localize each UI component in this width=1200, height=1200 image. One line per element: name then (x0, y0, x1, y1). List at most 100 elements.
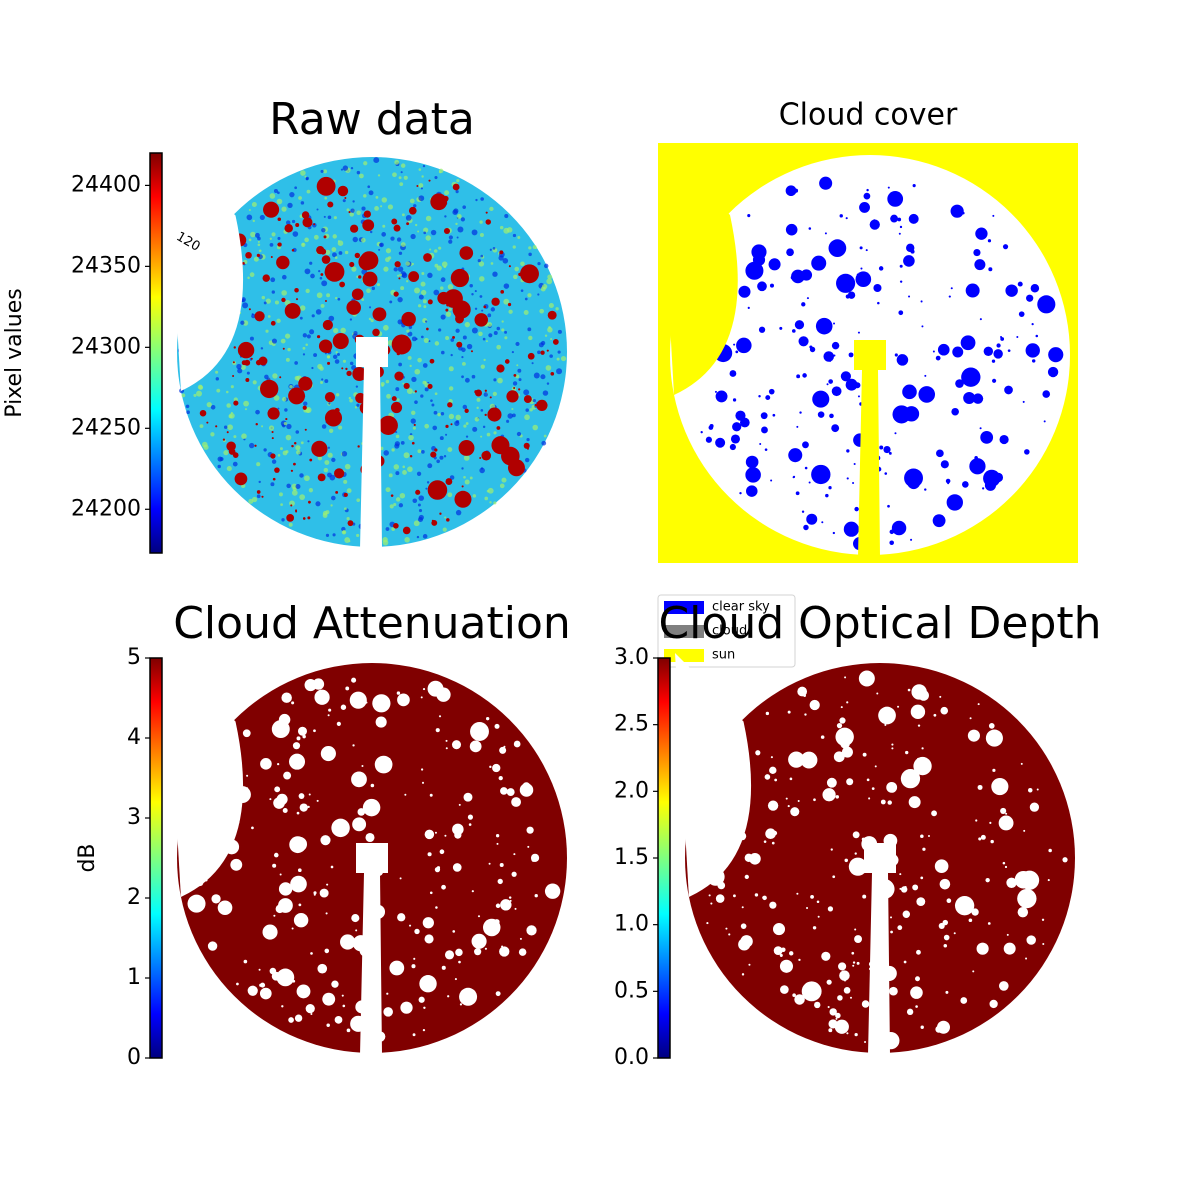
cloud-spot (798, 336, 809, 347)
colorbar-tick-label: 0 (127, 1045, 141, 1070)
cloud-spot (846, 778, 854, 786)
speckle (418, 168, 422, 171)
speckle (295, 430, 300, 434)
cloud-spot (819, 176, 833, 190)
speckle (335, 393, 340, 397)
cloud-spot (409, 455, 413, 458)
speckle (511, 408, 514, 411)
cloud-spot (789, 951, 794, 956)
cloud-spot (487, 407, 502, 422)
cloud-spot (386, 992, 389, 995)
cloud-spot (1002, 244, 1009, 250)
cloud-spot (938, 922, 945, 929)
speckle (265, 329, 269, 333)
speckle (471, 374, 476, 379)
cloud-spot (705, 436, 712, 443)
speckle (450, 338, 455, 342)
cloud-spot (932, 350, 935, 353)
speckle (281, 518, 285, 522)
speckle (199, 424, 204, 429)
cloud-spot (854, 506, 859, 512)
cloud-spot (987, 922, 991, 925)
cloud-spot (349, 691, 367, 709)
cloud-spot (324, 409, 343, 427)
cloud-spot (297, 726, 307, 736)
cloud-spot (1005, 284, 1018, 297)
cloud-spot (419, 975, 437, 993)
cloud-spot (296, 736, 301, 741)
cloud-spot (730, 434, 740, 444)
speckle (385, 527, 390, 531)
cloud-spot (806, 907, 809, 910)
speckle (503, 283, 510, 289)
cloud-spot (999, 434, 1009, 445)
speckle (447, 447, 453, 453)
cloud-spot (747, 214, 751, 218)
speckle (330, 495, 336, 501)
speckle (395, 471, 400, 476)
speckle (349, 318, 353, 321)
speckle (546, 382, 550, 385)
speckle (478, 261, 485, 267)
cloud-spot (372, 328, 380, 337)
cloud-spot (1031, 323, 1034, 326)
cloud-spot (302, 734, 306, 739)
cloud-spot (365, 832, 375, 843)
speckle (356, 210, 361, 215)
cloud-spot (857, 331, 860, 334)
cloud-spot (294, 1014, 303, 1022)
speckle (259, 214, 265, 220)
cloud-spot (378, 415, 398, 435)
cloud-spot (422, 688, 426, 691)
speckle (286, 483, 291, 489)
speckle (462, 205, 466, 209)
cloud-spot (446, 518, 450, 522)
cloud-spot (331, 818, 350, 838)
cloud-spot (226, 431, 229, 434)
speckle (531, 362, 534, 365)
cloud-spot (397, 693, 410, 707)
speckle (383, 450, 389, 456)
cloud-spot (452, 300, 471, 319)
cloud-spot (848, 352, 854, 358)
speckle (229, 413, 235, 419)
cloud-spot (985, 877, 990, 883)
cloud-spot (375, 716, 387, 728)
speckle (354, 406, 358, 409)
speckle (284, 333, 291, 339)
cloud-spot (799, 411, 802, 414)
speckle (294, 361, 298, 365)
cloud-spot (441, 884, 446, 890)
colorbar-tick-label: 0.0 (614, 1045, 649, 1070)
cloud-spot (779, 326, 783, 330)
cloud-spot (346, 1028, 351, 1033)
cloud-spot (947, 482, 950, 485)
speckle (309, 261, 313, 265)
cloud-spot (277, 217, 282, 222)
speckle (448, 239, 453, 244)
speckle (391, 448, 395, 452)
speckle (420, 289, 427, 296)
speckle (525, 408, 529, 412)
cloud-spot (878, 266, 884, 271)
speckle (258, 249, 262, 253)
cloud-spot (839, 717, 846, 724)
cloud-spot (293, 462, 296, 466)
cloud-spot (290, 875, 307, 893)
cloud-spot (445, 478, 453, 485)
speckle (462, 404, 468, 410)
cloud-spot (899, 225, 903, 229)
cloud-spot (500, 787, 508, 795)
speckle (436, 459, 440, 464)
cloud-spot (217, 900, 233, 916)
cloud-spot (800, 269, 813, 281)
legend-swatch (664, 649, 704, 662)
cloud-spot (416, 185, 419, 188)
cloud-spot (506, 788, 515, 797)
cloud-spot (854, 935, 863, 944)
speckle (504, 336, 508, 340)
cloud-spot (751, 244, 767, 260)
cloud-spot (936, 1020, 950, 1034)
cloud-spot (514, 907, 517, 910)
panel-title: Cloud cover (779, 98, 958, 133)
